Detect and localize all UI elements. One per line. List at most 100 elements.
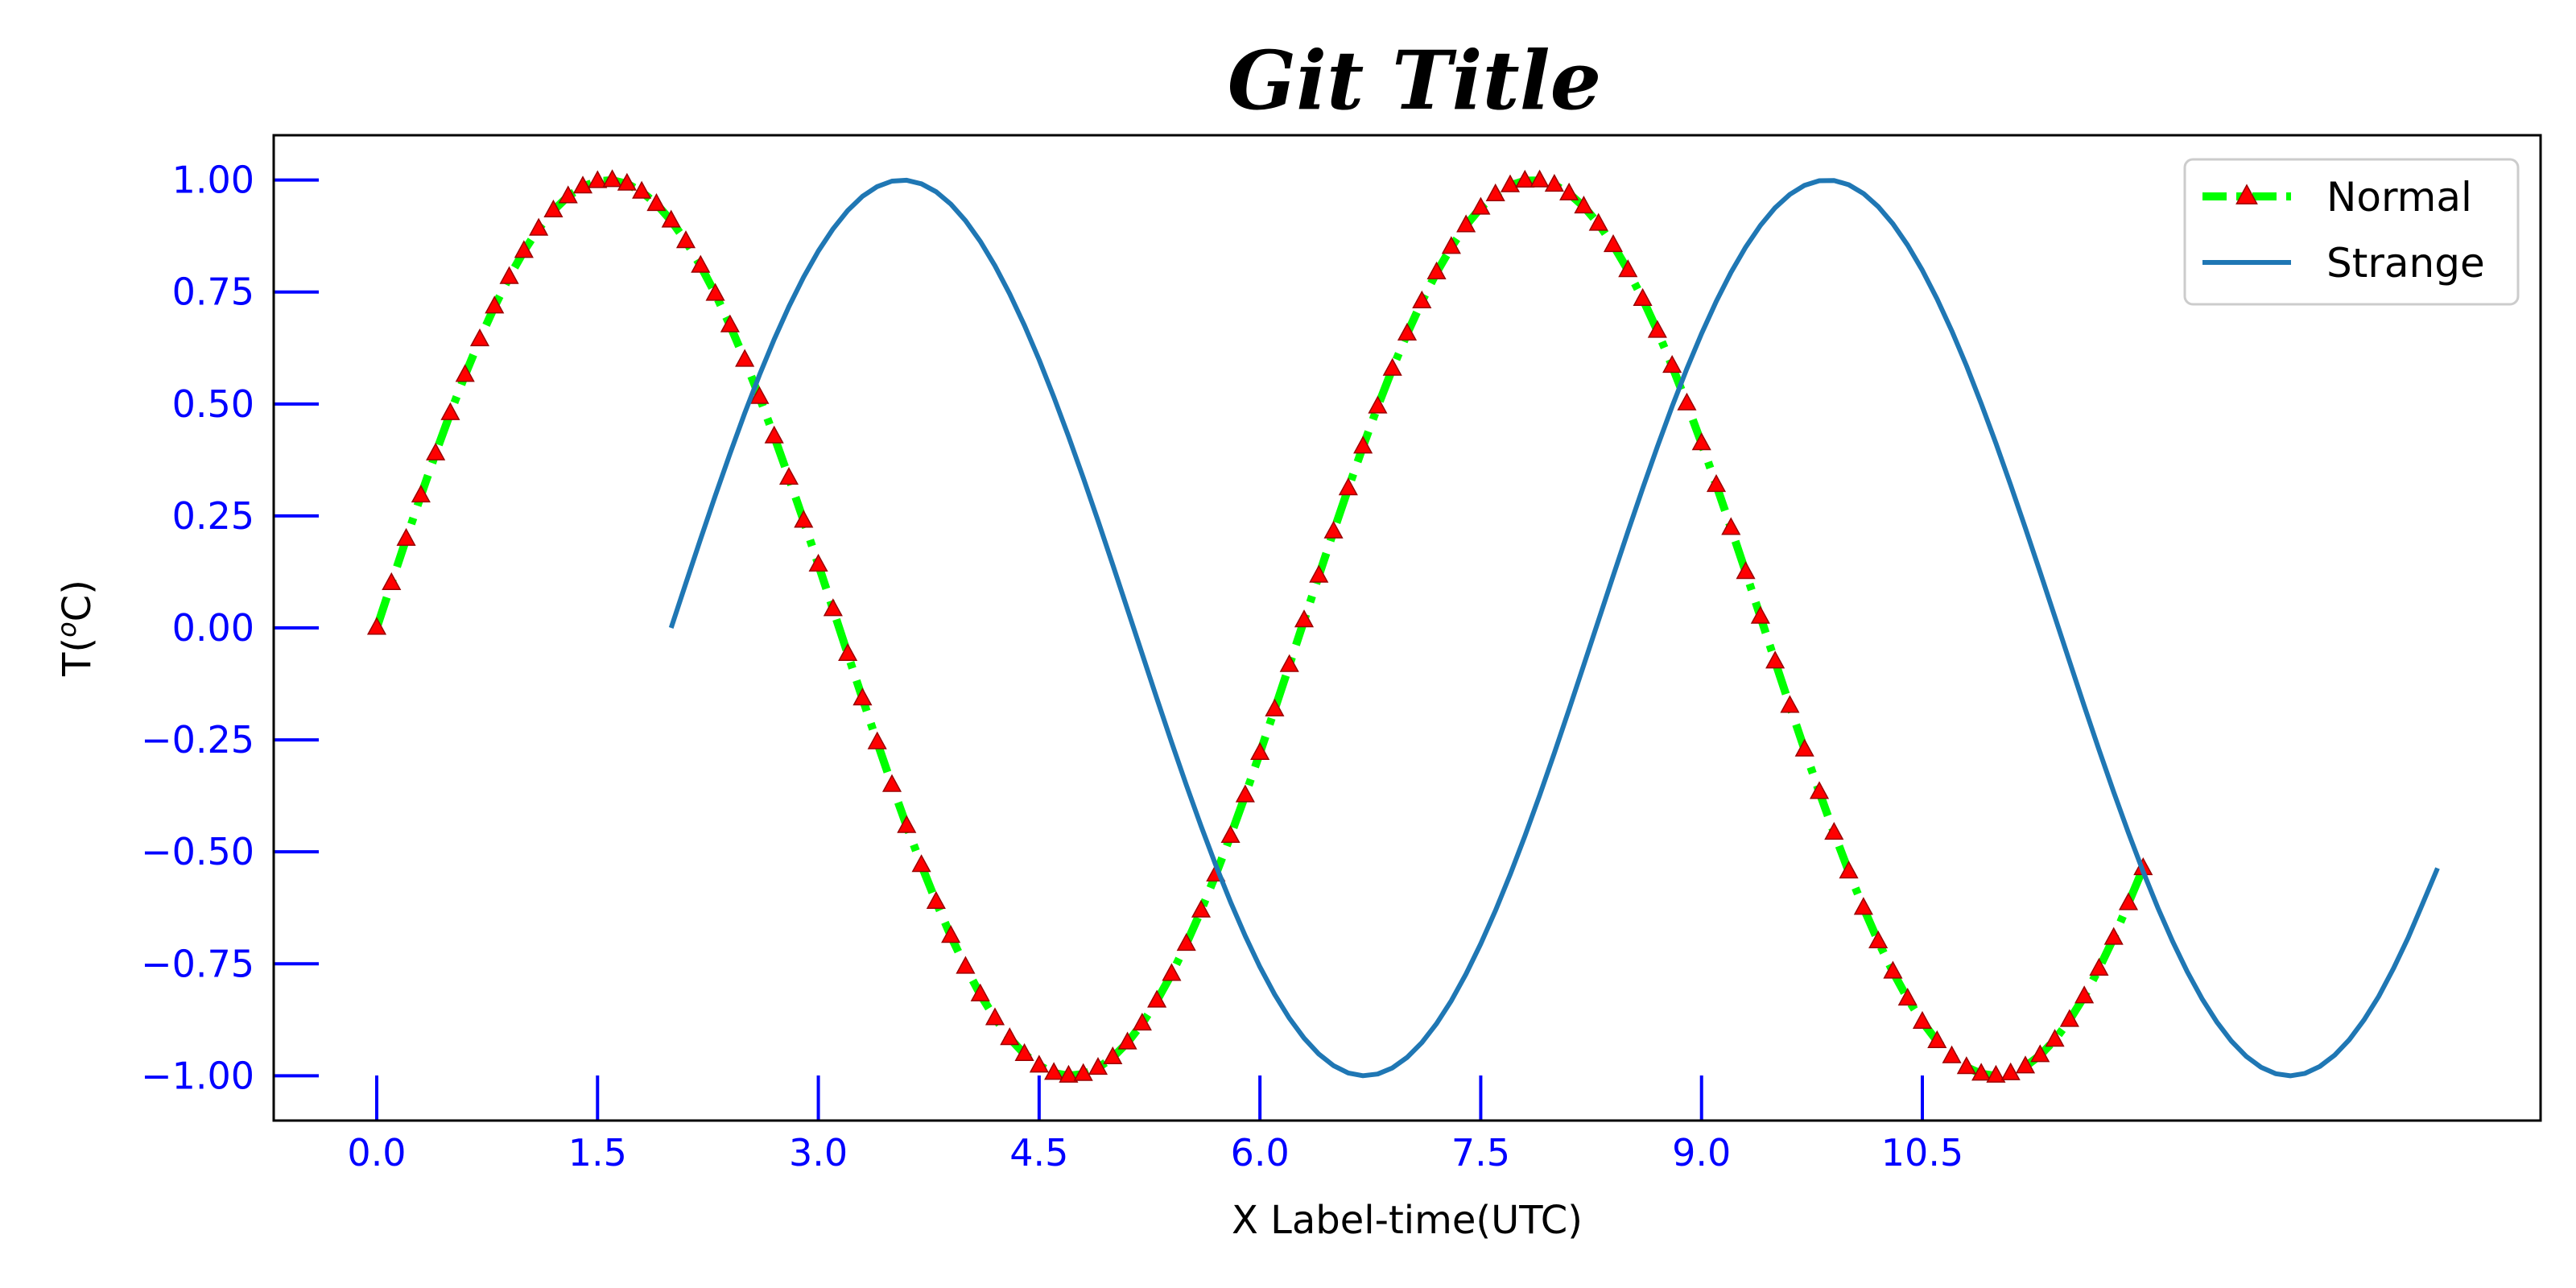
chart-title: Git Title (1228, 33, 1602, 128)
data-point (1794, 738, 1814, 757)
data-point (838, 642, 858, 662)
y-tick-label: −1.00 (141, 1054, 254, 1097)
data-point (2103, 927, 2124, 945)
data-point (2000, 1062, 2021, 1080)
data-point (970, 983, 990, 1001)
data-point (1633, 287, 1653, 306)
data-point (1750, 605, 1770, 624)
y-tick-label: −0.75 (141, 942, 254, 985)
data-point (1132, 1012, 1152, 1031)
data-point (1721, 517, 1741, 535)
data-point (1309, 564, 1329, 583)
data-point (675, 230, 696, 249)
data-point (469, 328, 490, 347)
data-point (1971, 1063, 1992, 1081)
data-point (558, 185, 578, 204)
data-point (1853, 897, 1873, 915)
data-point (778, 467, 799, 485)
data-point (2089, 957, 2109, 976)
data-point (1530, 169, 1550, 188)
data-point (985, 1007, 1005, 1026)
x-tick-label: 3.0 (789, 1131, 848, 1174)
data-point (1088, 1057, 1108, 1075)
data-point (823, 598, 843, 617)
data-point (1588, 213, 1608, 231)
data-point (1000, 1027, 1020, 1046)
data-point (1647, 320, 1667, 338)
data-point (426, 442, 446, 460)
y-tick-label: −0.25 (141, 718, 254, 762)
data-point (1883, 960, 1903, 979)
data-point (941, 925, 961, 943)
data-point (366, 617, 387, 635)
y-tick-label: 0.50 (172, 382, 254, 426)
data-point (455, 364, 475, 382)
data-point (514, 240, 534, 258)
data-point (382, 572, 402, 591)
y-tick-label: 1.00 (172, 159, 254, 202)
data-point (852, 687, 873, 706)
y-axis-label: T(oC) (52, 580, 100, 677)
y-tick-label: −0.50 (141, 830, 254, 873)
data-point (1765, 650, 1785, 669)
legend-label-normal: Normal (2326, 174, 2472, 221)
data-point (794, 510, 814, 528)
x-tick-label: 1.5 (568, 1131, 627, 1174)
data-point (529, 217, 549, 236)
data-point (1706, 473, 1727, 493)
data-point (1323, 520, 1344, 539)
data-point (617, 172, 637, 191)
data-point (1147, 989, 1167, 1008)
data-point (1397, 322, 1418, 341)
data-point (1780, 695, 1800, 713)
data-point (602, 169, 622, 188)
data-point (735, 349, 755, 367)
data-point (1250, 741, 1270, 760)
data-point (1059, 1064, 1079, 1083)
plot-frame (272, 134, 2542, 1122)
data-point (499, 266, 519, 284)
data-point (1044, 1062, 1064, 1080)
data-point (1927, 1030, 1947, 1048)
data-point (1942, 1045, 1962, 1063)
data-point (661, 209, 681, 228)
x-tick-label: 9.0 (1672, 1131, 1731, 1174)
data-point (1618, 259, 1638, 278)
data-point (1265, 698, 1285, 716)
data-point (485, 295, 505, 314)
data-point (588, 170, 608, 188)
data-point (1279, 654, 1299, 672)
legend-marker (2235, 184, 2258, 204)
data-point (1986, 1064, 2006, 1083)
data-point (749, 386, 770, 404)
data-point (1117, 1031, 1137, 1050)
data-point (1176, 932, 1196, 952)
data-point (1368, 395, 1388, 414)
data-point (1500, 174, 1521, 192)
data-point (1441, 236, 1461, 254)
data-point (1029, 1055, 1049, 1073)
data-point (632, 180, 652, 199)
data-point (646, 192, 667, 212)
y-axis-ticks: 1.00 0.75 0.50 0.25 0.00 −0.25 −0.50 −0.75 −1.00 (141, 159, 319, 1097)
data-point (881, 774, 902, 792)
data-point (1897, 987, 1918, 1006)
data-point (691, 254, 711, 273)
data-point (411, 485, 431, 503)
data-point (1073, 1063, 1093, 1081)
x-axis-ticks: 0.0 1.5 3.0 4.5 6.0 7.5 9.0 10.5 (347, 1075, 1963, 1174)
data-point (396, 527, 416, 547)
data-point (1485, 183, 1505, 202)
data-point (897, 815, 917, 833)
data-point (1544, 173, 1564, 192)
data-point (867, 731, 887, 749)
data-point (705, 283, 725, 301)
data-point (1677, 392, 1697, 411)
data-point (1662, 354, 1682, 374)
data-point (1515, 169, 1535, 188)
y-tick-label: 0.75 (172, 270, 254, 314)
data-point (440, 402, 460, 420)
data-point (1456, 214, 1476, 233)
